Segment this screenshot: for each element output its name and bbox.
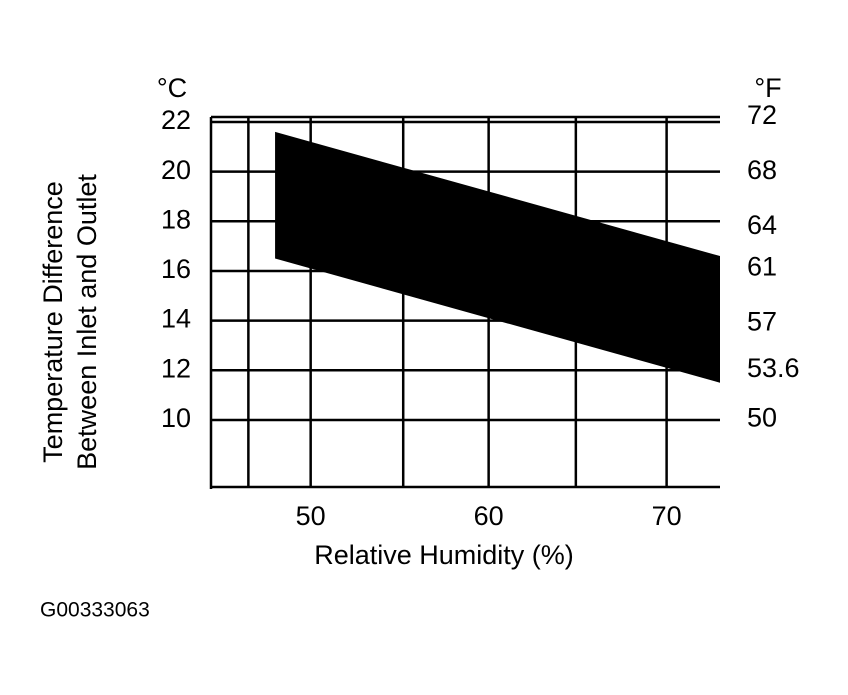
y2-tick-label: 61 bbox=[747, 251, 777, 281]
y-label-line: Temperature Difference bbox=[38, 181, 68, 463]
x-tick-label: 50 bbox=[296, 501, 326, 531]
y-tick-label: 14 bbox=[161, 304, 191, 334]
y2-tick-label: 72 bbox=[747, 100, 777, 130]
y-tick-label: 10 bbox=[161, 403, 191, 433]
x-tick-label: 60 bbox=[474, 501, 504, 531]
y-tick-label: 16 bbox=[161, 254, 191, 284]
y2-tick-label: 50 bbox=[747, 403, 777, 433]
y-tick-label: 20 bbox=[161, 155, 191, 185]
y2-tick-label: 53.6 bbox=[747, 353, 800, 383]
y-tick-label: 12 bbox=[161, 353, 191, 383]
y-tick-label: 22 bbox=[161, 105, 191, 135]
y2-tick-label: 57 bbox=[747, 306, 777, 336]
band-area bbox=[275, 131, 720, 383]
x-axis-label: Relative Humidity (%) bbox=[314, 540, 574, 570]
y-label-line: Between Inlet and Outlet bbox=[72, 174, 102, 470]
y2-tick-label: 64 bbox=[747, 210, 777, 240]
y2-unit: °F bbox=[754, 73, 781, 103]
y-tick-label: 18 bbox=[161, 204, 191, 234]
y-axis-label: Temperature Difference Between Inlet and… bbox=[38, 174, 102, 470]
x-tick-label: 70 bbox=[652, 501, 682, 531]
y-unit: °C bbox=[157, 73, 187, 103]
caption: G00333063 bbox=[40, 599, 150, 622]
y2-tick-label: 68 bbox=[747, 155, 777, 185]
